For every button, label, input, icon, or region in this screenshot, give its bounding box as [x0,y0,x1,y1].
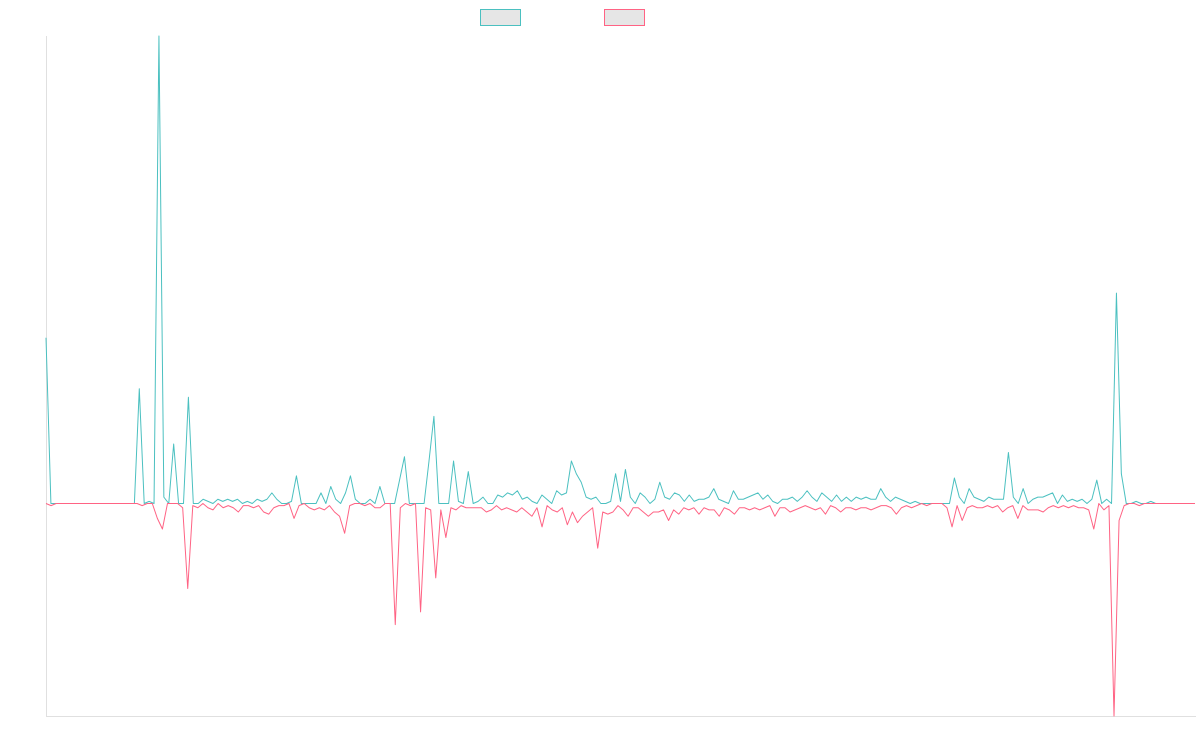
legend-swatch-series-2[interactable] [604,9,645,26]
series-2-line [45,503,1195,717]
legend-swatch-series-1[interactable] [480,9,521,26]
series-1-line [45,35,1195,504]
axes [46,36,1196,717]
series-layer [45,35,1195,717]
legend [480,9,645,26]
